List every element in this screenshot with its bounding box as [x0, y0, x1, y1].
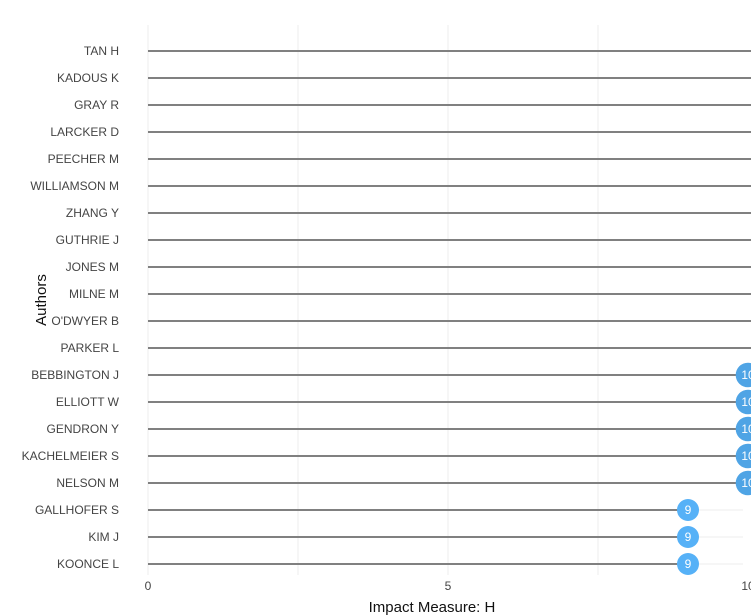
x-tick-label: 0: [145, 579, 152, 593]
data-label: 9: [685, 530, 692, 544]
y-tick-label: PEECHER M: [48, 152, 119, 166]
point: [735, 416, 751, 442]
y-tick-label: MILNE M: [69, 287, 119, 301]
grid: [147, 25, 743, 575]
x-axis-title: Impact Measure: H: [369, 599, 496, 615]
point: [735, 443, 751, 469]
x-tick-label: 10: [741, 579, 751, 593]
y-tick-label: GUTHRIE J: [56, 233, 119, 247]
points: 1914121212121211111111111010101010999: [677, 362, 751, 575]
y-tick-label: KOONCE L: [57, 557, 119, 571]
y-tick-label: JONES M: [66, 260, 119, 274]
data-label: 10: [741, 422, 751, 436]
point: [735, 389, 751, 415]
point: [735, 470, 751, 496]
y-tick-label: TAN H: [84, 44, 119, 58]
y-tick-label: ZHANG Y: [66, 206, 119, 220]
point: [677, 553, 699, 575]
y-tick-label: ELLIOTT W: [56, 395, 120, 409]
y-tick-label: GENDRON Y: [47, 422, 119, 436]
y-tick-label: KACHELMEIER S: [22, 449, 119, 463]
y-tick-label: GRAY R: [74, 98, 119, 112]
data-label: 9: [685, 503, 692, 517]
y-tick-label: BEBBINGTON J: [31, 368, 119, 382]
stems: [148, 50, 751, 565]
y-tick-label: KADOUS K: [57, 71, 119, 85]
y-tick-label: NELSON M: [56, 476, 119, 490]
y-tick-label: LARCKER D: [50, 125, 119, 139]
y-tick-labels: TAN H KADOUS K GRAY R LARCKER D PEECHER M WIL…: [22, 44, 120, 571]
y-tick-label: KIM J: [88, 530, 119, 544]
data-label: 10: [741, 395, 751, 409]
point: [735, 362, 751, 388]
data-label: 10: [741, 476, 751, 490]
point: [677, 526, 699, 548]
y-tick-label: O'DWYER B: [51, 314, 119, 328]
y-tick-label: PARKER L: [61, 341, 120, 355]
y-tick-label: WILLIAMSON M: [30, 179, 119, 193]
data-label: 10: [741, 449, 751, 463]
data-label: 10: [741, 368, 751, 382]
x-tick-labels: 051015: [145, 579, 751, 593]
x-tick-label: 5: [445, 579, 452, 593]
point: [677, 499, 699, 521]
y-tick-label: GALLHOFER S: [35, 503, 119, 517]
y-axis-title: Authors: [33, 274, 50, 326]
data-label: 9: [685, 557, 692, 571]
